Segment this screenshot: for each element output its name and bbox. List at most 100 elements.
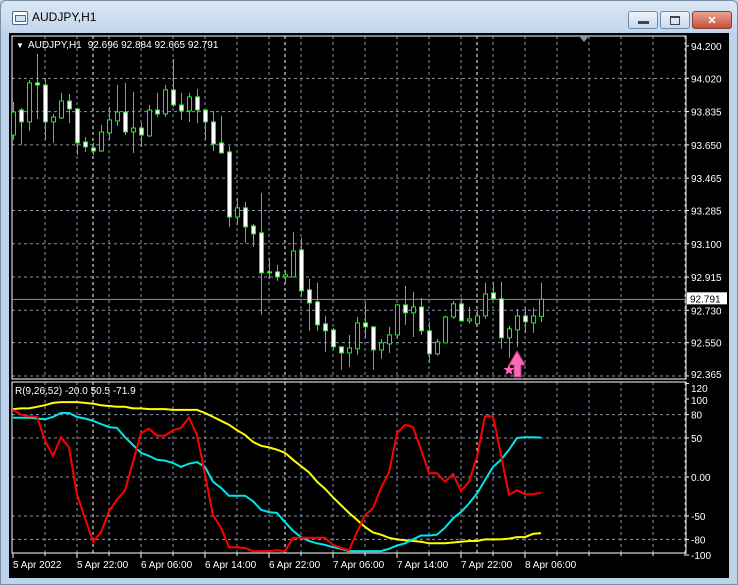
- candle: [523, 307, 528, 333]
- symbol-dropdown-icon[interactable]: ▼: [16, 41, 24, 50]
- indicator-axis-label: 120: [691, 384, 708, 395]
- indicator-lines: [12, 401, 542, 553]
- candle: [243, 201, 248, 243]
- candle-body: [187, 96, 192, 112]
- candle: [435, 338, 440, 356]
- price-axis-label: 92.550: [691, 339, 722, 350]
- candle: [339, 346, 344, 370]
- price-axis-label: 93.835: [691, 108, 722, 119]
- candle: [43, 78, 48, 140]
- price-axis-label: 93.465: [691, 174, 722, 185]
- candle: [211, 110, 216, 152]
- chart-symbol-label: AUDJPY,H1: [28, 40, 82, 51]
- price-axis-label: 94.200: [691, 42, 722, 53]
- candle-body: [339, 346, 344, 354]
- candle-body: [315, 301, 320, 326]
- candle-body: [35, 82, 40, 86]
- candle-body: [347, 347, 352, 354]
- price-axis-label: 94.020: [691, 74, 722, 85]
- candle-body: [531, 315, 536, 324]
- candle-body: [51, 116, 56, 123]
- candle-body: [499, 298, 504, 339]
- candle-body: [83, 141, 88, 148]
- time-axis-label: 7 Apr 22:00: [461, 560, 513, 571]
- candle-body: [299, 249, 304, 292]
- candle-body: [515, 315, 520, 331]
- minimize-button[interactable]: [628, 11, 658, 29]
- candle-body: [403, 304, 408, 314]
- candle: [515, 308, 520, 347]
- candle-body: [67, 100, 72, 110]
- indicator-yellow-line: [12, 401, 542, 545]
- candle: [291, 231, 296, 278]
- candle-body: [195, 96, 200, 111]
- candle: [299, 237, 304, 297]
- main-pane-border: [11, 35, 687, 380]
- chart-window-icon: [12, 11, 28, 25]
- candle-body: [283, 274, 288, 278]
- candle: [387, 326, 392, 353]
- candle-body: [27, 82, 32, 123]
- time-axis-label: 5 Apr 22:00: [77, 560, 129, 571]
- star-icon: [503, 364, 515, 375]
- candle-body: [459, 303, 464, 322]
- candle: [139, 122, 144, 147]
- candle: [475, 309, 480, 325]
- chart-area[interactable]: 94.200 94.020 93.835 93.650 93.465 93.285 93.1…: [9, 33, 729, 578]
- price-axis-label: 92.730: [691, 306, 722, 317]
- title-bar[interactable]: AUDJPY,H1 ✕: [1, 1, 737, 33]
- candle-body: [211, 121, 216, 145]
- candle: [411, 291, 416, 337]
- candle: [267, 257, 272, 279]
- candle: [75, 107, 80, 155]
- time-axis-label: 6 Apr 14:00: [205, 560, 257, 571]
- candle-body: [115, 111, 120, 122]
- candle-body: [483, 293, 488, 317]
- indicator-pane-border: [11, 381, 687, 554]
- indicator-red-line: [12, 409, 542, 553]
- candle: [163, 85, 168, 118]
- candle: [427, 321, 432, 363]
- candle-body: [427, 330, 432, 355]
- candle-body: [395, 304, 400, 336]
- candle-body: [139, 127, 144, 136]
- candle: [283, 269, 288, 283]
- candle: [443, 315, 448, 344]
- candle: [123, 82, 128, 136]
- time-axis-label: 8 Apr 06:00: [525, 560, 577, 571]
- candle-body: [59, 100, 64, 119]
- candle: [403, 285, 408, 325]
- chart-shift-marker[interactable]: [579, 36, 589, 42]
- candle-body: [179, 104, 184, 112]
- candle: [99, 124, 104, 152]
- close-icon: ✕: [707, 14, 717, 27]
- maximize-button[interactable]: [660, 11, 690, 29]
- candle-body: [475, 315, 480, 325]
- indicator-axis-label: 50: [691, 434, 703, 445]
- price-axis-label: 92.365: [691, 370, 722, 381]
- candle-body: [203, 109, 208, 123]
- candle: [59, 92, 64, 119]
- candle-body: [387, 334, 392, 345]
- candle: [355, 316, 360, 355]
- grid: [12, 36, 686, 553]
- candle-body: [259, 232, 264, 274]
- close-button[interactable]: ✕: [692, 11, 732, 29]
- candle: [259, 192, 264, 315]
- candle: [179, 92, 184, 120]
- chart-canvas[interactable]: 94.200 94.020 93.835 93.650 93.465 93.285 93.1…: [9, 33, 729, 578]
- candle: [51, 113, 56, 143]
- candle-body: [251, 225, 256, 235]
- candle: [11, 101, 16, 140]
- candle: [235, 197, 240, 225]
- candle-body: [91, 147, 96, 152]
- candle-body: [323, 323, 328, 332]
- candle-body: [131, 127, 136, 133]
- candle: [363, 302, 368, 338]
- candle-body: [331, 329, 336, 348]
- candle: [115, 85, 120, 127]
- candle-body: [363, 322, 368, 328]
- candle: [315, 282, 320, 331]
- candle-body: [419, 306, 424, 332]
- candle: [83, 136, 88, 152]
